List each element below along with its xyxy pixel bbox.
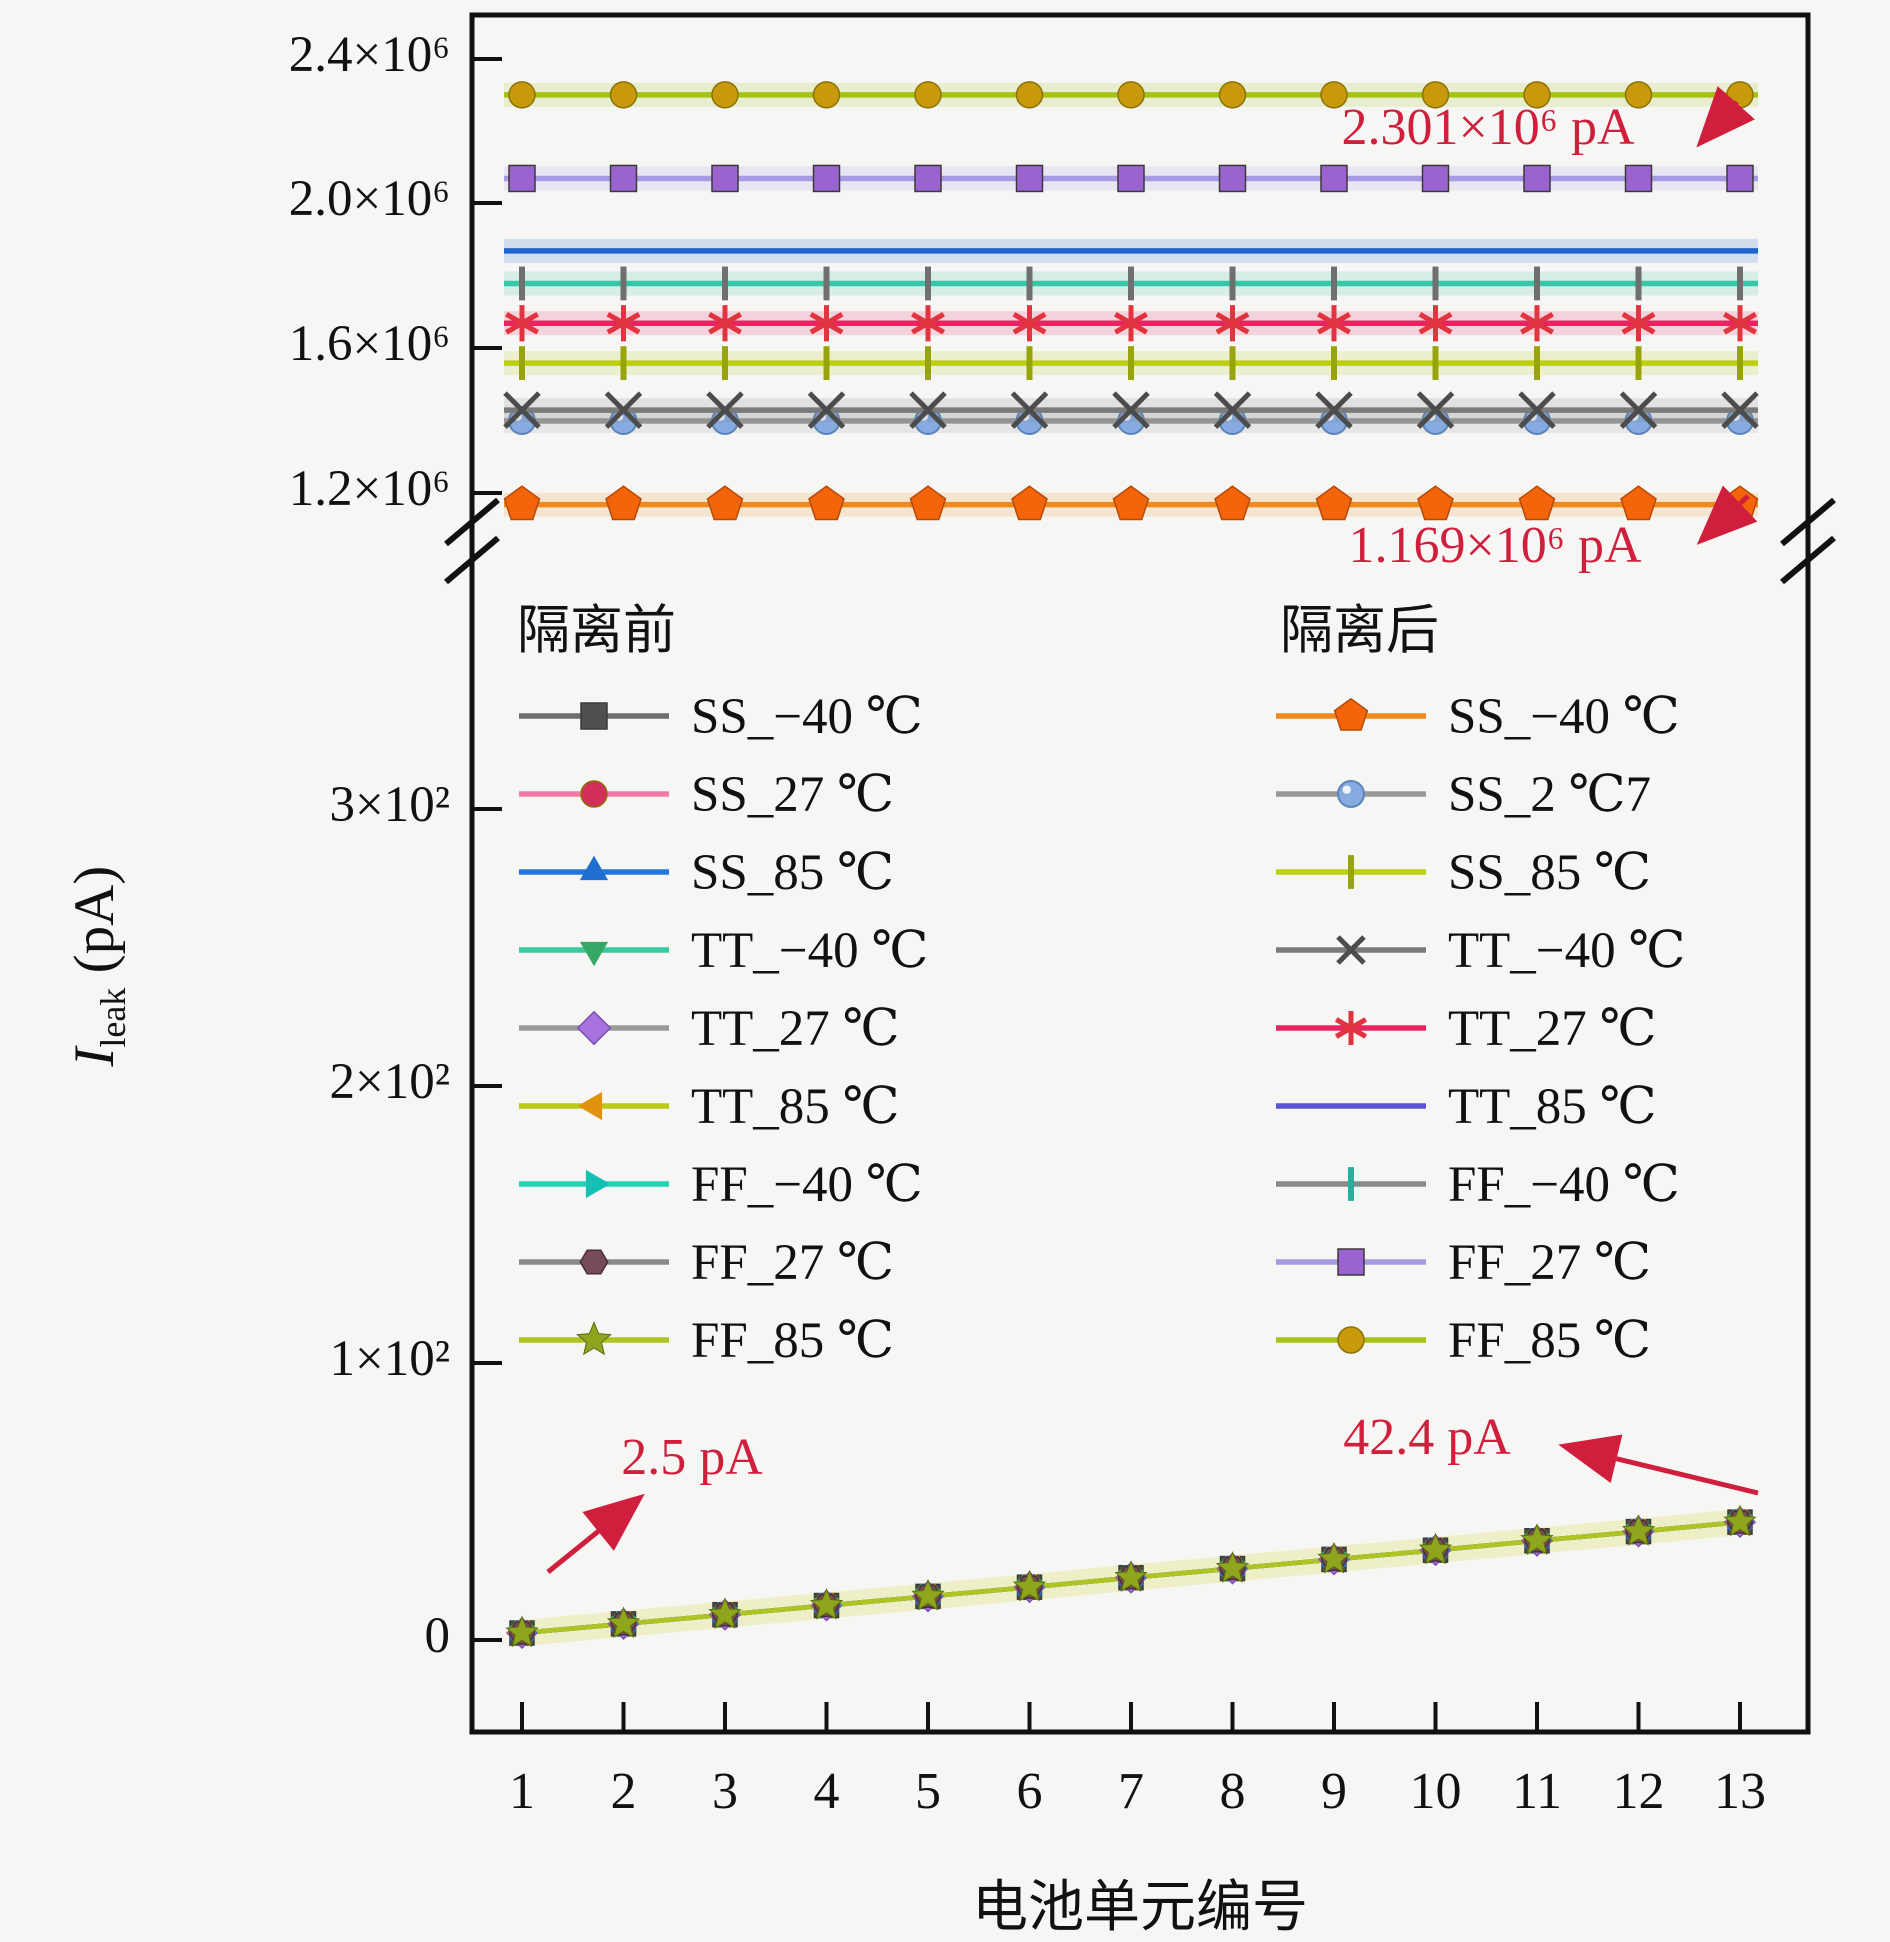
legend-item-label: FF_27 ℃ xyxy=(1448,1234,1652,1291)
legend-swatch xyxy=(519,855,669,881)
legend-title-after: 隔离后 xyxy=(1280,602,1439,660)
legend-item-label: SS_85 ℃ xyxy=(691,844,895,901)
x-tick-label: 2 xyxy=(610,1763,637,1820)
legend-item-label: TT_27 ℃ xyxy=(691,1000,900,1057)
legend-swatch xyxy=(1276,1103,1426,1109)
legend-item-label: TT_85 ℃ xyxy=(1448,1078,1657,1135)
legend-swatch xyxy=(1276,1011,1426,1045)
annotation-before-start: 2.5 pA xyxy=(621,1429,763,1486)
legend-swatch xyxy=(519,1091,669,1121)
legend-swatch xyxy=(1276,1167,1426,1201)
legend-item: TT_27 ℃ xyxy=(515,990,900,1066)
legend-item-label: TT_−40 ℃ xyxy=(691,922,929,979)
legend-item: SS_27 ℃ xyxy=(515,756,894,832)
legend-item-label: TT_85 ℃ xyxy=(691,1078,900,1135)
legend-item-label: FF_85 ℃ xyxy=(691,1312,895,1369)
legend-swatch xyxy=(1276,780,1426,808)
legend-item: SS_2 ℃7 xyxy=(1272,756,1651,832)
legend-item: SS_−40 ℃ xyxy=(1272,678,1680,754)
x-tick-label: 9 xyxy=(1321,1763,1347,1820)
y-axis-symbol: I xyxy=(62,1047,126,1067)
y-tick-label: 1.6×10⁶ xyxy=(288,316,450,372)
legend-swatch xyxy=(519,941,669,967)
legend-item-label: SS_27 ℃ xyxy=(691,766,895,823)
x-tick-label: 7 xyxy=(1118,1763,1144,1820)
after-isolation-series xyxy=(503,81,1759,521)
annotation-before-end: 42.4 pA xyxy=(1343,1409,1511,1466)
legend-item-label: FF_27 ℃ xyxy=(691,1234,895,1291)
legend-swatch xyxy=(1276,1326,1426,1354)
annotation-arrows xyxy=(546,86,1759,1574)
y-axis-subscript: leak xyxy=(93,987,134,1048)
x-tick-label: 10 xyxy=(1409,1763,1462,1820)
legend-item: TT_−40 ℃ xyxy=(1272,912,1685,988)
legend-item: TT_27 ℃ xyxy=(1272,990,1657,1066)
legend-item-label: SS_85 ℃ xyxy=(1448,844,1652,901)
y-tick-label: 0 xyxy=(424,1608,451,1664)
legend-item-label: FF_−40 ℃ xyxy=(691,1156,923,1213)
y-axis-title: Ileak (pA) xyxy=(62,656,134,1276)
legend-item: FF_27 ℃ xyxy=(1272,1224,1651,1300)
y-tick-label: 2.0×10⁶ xyxy=(288,171,450,227)
legend-item: SS_85 ℃ xyxy=(1272,834,1651,910)
annotation-after-max: 2.301×10⁶ pA xyxy=(1341,99,1635,156)
y-tick-label: 3×10² xyxy=(329,777,450,833)
before-isolation-series xyxy=(505,1504,1757,1650)
x-axis-title: 电池单元编号 xyxy=(972,1877,1308,1939)
x-tick-label: 12 xyxy=(1612,1763,1665,1820)
legend-item: FF_−40 ℃ xyxy=(1272,1146,1680,1222)
legend-item: FF_27 ℃ xyxy=(515,1224,894,1300)
legend-item: TT_85 ℃ xyxy=(515,1068,900,1144)
legend-swatch xyxy=(519,702,669,730)
legend-item-label: SS_−40 ℃ xyxy=(691,688,923,745)
legend-swatch xyxy=(1276,855,1426,889)
legend-item-label: FF_−40 ℃ xyxy=(1448,1156,1680,1213)
legend-item-label: TT_27 ℃ xyxy=(1448,1000,1657,1057)
x-tick-label: 8 xyxy=(1219,1763,1246,1820)
legend-item: FF_85 ℃ xyxy=(1272,1302,1651,1378)
x-tick-label: 1 xyxy=(509,1763,535,1820)
legend-swatch xyxy=(519,1169,669,1199)
legend-item: TT_−40 ℃ xyxy=(515,912,928,988)
legend-swatch xyxy=(1276,697,1426,731)
y-tick-label: 2×10² xyxy=(329,1054,450,1110)
legend-item-label: SS_−40 ℃ xyxy=(1448,688,1680,745)
plot-frame xyxy=(444,12,1836,1735)
legend-item-label: FF_85 ℃ xyxy=(1448,1312,1652,1369)
legend-title-before: 隔离前 xyxy=(517,602,676,660)
x-tick-label: 13 xyxy=(1714,1763,1766,1820)
y-tick-label: 2.4×10⁶ xyxy=(288,27,450,83)
legend-item: SS_85 ℃ xyxy=(515,834,894,910)
legend-swatch xyxy=(519,780,669,808)
legend-item-label: SS_2 ℃7 xyxy=(1448,766,1652,823)
legend-swatch xyxy=(1276,935,1426,965)
legend-swatch xyxy=(519,1321,669,1356)
y-tick-label: 1.2×10⁶ xyxy=(288,461,450,517)
y-axis-unit: (pA) xyxy=(62,865,126,988)
legend-item: SS_−40 ℃ xyxy=(515,678,923,754)
x-tick-label: 5 xyxy=(915,1763,941,1820)
legend-swatch xyxy=(1276,1248,1426,1276)
legend-item: FF_−40 ℃ xyxy=(515,1146,923,1222)
x-tick-label: 6 xyxy=(1016,1763,1043,1820)
legend-swatch xyxy=(519,1010,669,1046)
x-tick-label: 3 xyxy=(712,1763,738,1820)
legend-item: TT_85 ℃ xyxy=(1272,1068,1657,1144)
legend-item: FF_85 ℃ xyxy=(515,1302,894,1378)
x-tick-label: 11 xyxy=(1511,1763,1563,1820)
x-tick-label: 4 xyxy=(813,1763,840,1820)
legend-swatch xyxy=(519,1249,669,1275)
legend-item-label: TT_−40 ℃ xyxy=(1448,922,1686,979)
annotation-after-min: 1.169×10⁶ pA xyxy=(1348,517,1642,574)
y-tick-label: 1×10² xyxy=(329,1331,450,1387)
